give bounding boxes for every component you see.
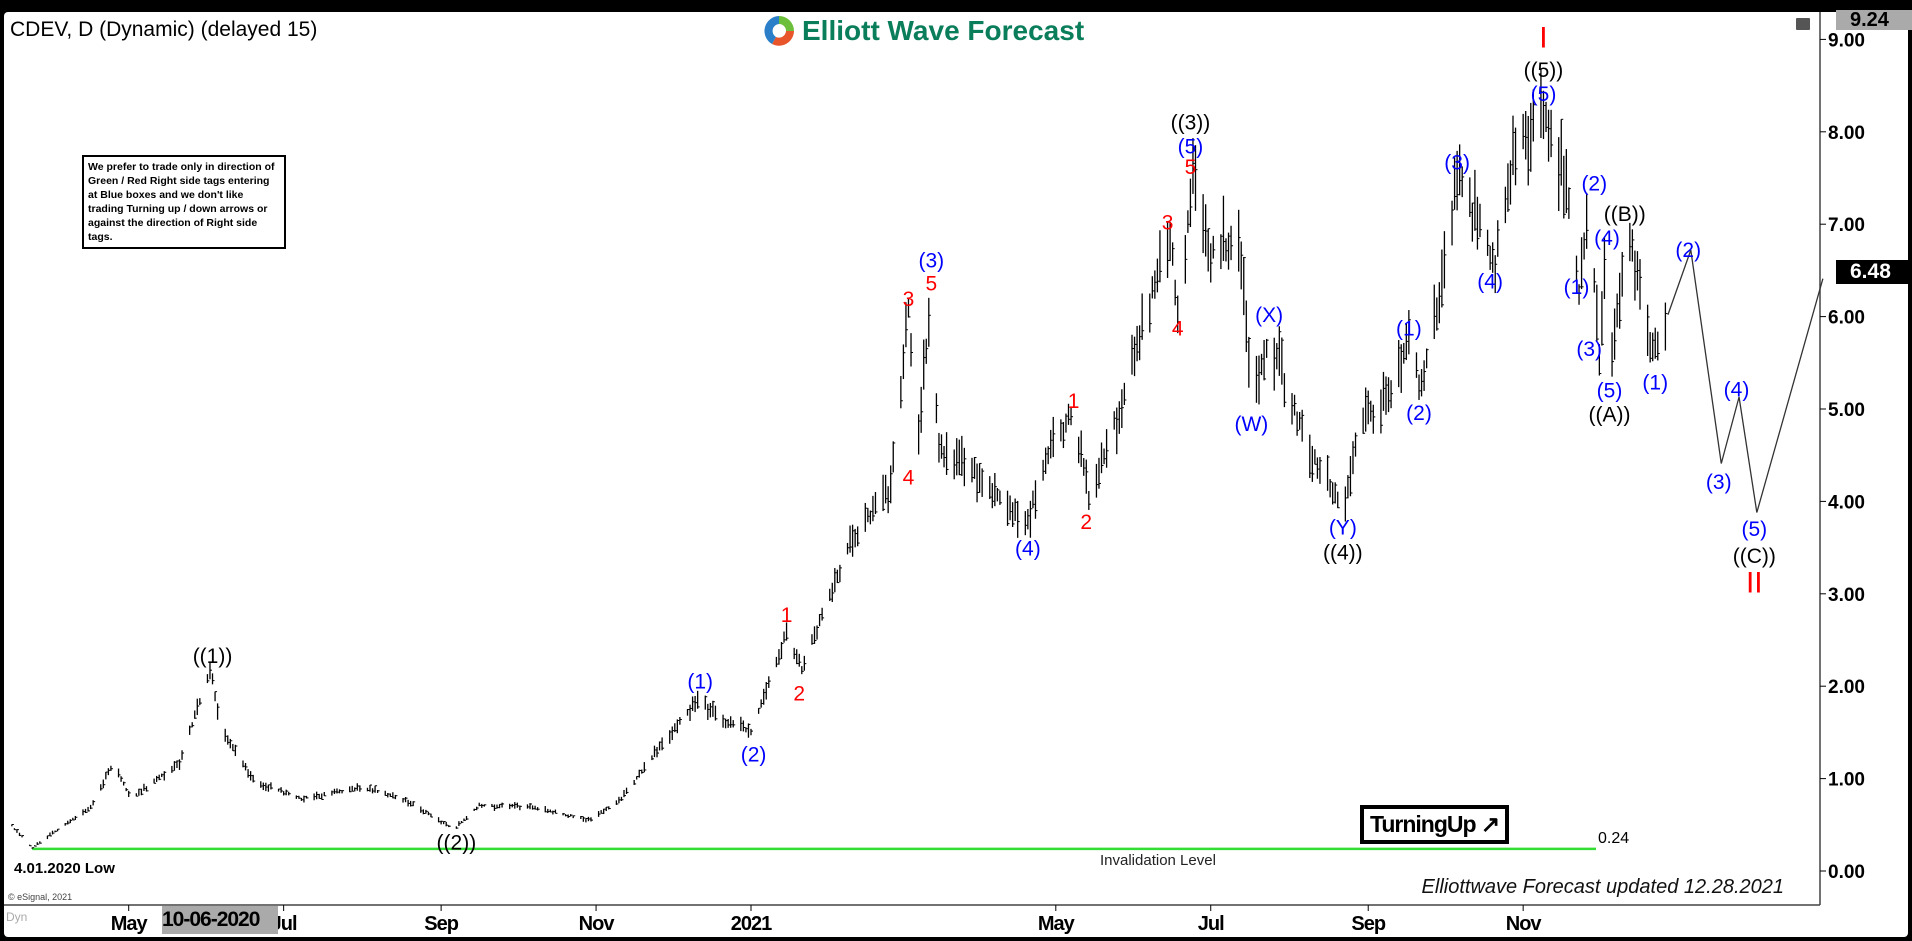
wave-label: 1 xyxy=(781,604,793,627)
wave-label: (1) xyxy=(1642,371,1668,394)
y-tick-label: 8.00 xyxy=(1828,123,1865,144)
wave-label: (5) xyxy=(1741,518,1767,541)
wave-label: (4) xyxy=(1724,379,1750,402)
wave-label: (2) xyxy=(1581,173,1607,196)
x-tick-label: May xyxy=(111,913,149,935)
wave-label: I xyxy=(1539,21,1547,54)
chart-title: CDEV, D (Dynamic) (delayed 15) xyxy=(10,18,318,41)
logo-swirl-icon xyxy=(764,16,794,46)
projection-path xyxy=(1667,249,1824,513)
wave-label: (3) xyxy=(1706,471,1732,494)
dyn-label[interactable]: Dyn xyxy=(6,910,28,924)
x-tick-label: May xyxy=(1038,913,1076,935)
wave-label: (2) xyxy=(1406,402,1432,425)
wave-label: (1) xyxy=(1564,276,1590,299)
invalidation-value: 0.24 xyxy=(1598,830,1629,847)
wave-label: (3) xyxy=(919,249,945,272)
restore-window-icon[interactable] xyxy=(1796,18,1810,30)
wave-label: (5) xyxy=(1531,83,1557,106)
wave-label: ((B)) xyxy=(1604,203,1646,226)
wave-label: (5) xyxy=(1178,136,1204,159)
wave-label: (1) xyxy=(1396,318,1422,341)
wave-label: (2) xyxy=(741,744,767,767)
y-tick-label: 1.00 xyxy=(1828,770,1865,791)
brand-name: Elliott Wave Forecast xyxy=(802,15,1085,46)
y-tick-label: 6.00 xyxy=(1828,308,1865,329)
x-tick-label: Sep xyxy=(1351,913,1385,935)
trading-note: We prefer to trade only in direction of … xyxy=(82,155,286,249)
wave-label: ((4)) xyxy=(1323,541,1363,564)
wave-label: (2) xyxy=(1675,239,1701,262)
x-tick-label: Jul xyxy=(1198,913,1224,935)
x-tick-label: 2021 xyxy=(731,913,772,935)
wave-label: ((5)) xyxy=(1524,59,1564,82)
wave-label: (Y) xyxy=(1329,516,1357,539)
turning-up-badge: TurningUp ↗ xyxy=(1360,805,1510,844)
wave-label: (5) xyxy=(1597,380,1623,403)
wave-label: 1 xyxy=(1068,390,1080,413)
wave-label: (W) xyxy=(1234,413,1268,436)
copyright: © eSignal, 2021 xyxy=(8,892,73,902)
invalidation-label: Invalidation Level xyxy=(1100,852,1216,869)
wave-label: (3) xyxy=(1444,151,1470,174)
wave-label: 4 xyxy=(1172,318,1184,341)
wave-label: ((3)) xyxy=(1171,112,1211,135)
wave-label: 4 xyxy=(903,466,915,489)
wave-label: 5 xyxy=(925,272,937,295)
wave-label: ((1)) xyxy=(193,645,233,668)
updated-label: Elliottwave Forecast updated 12.28.2021 xyxy=(1421,876,1784,898)
y-tick-label: 4.00 xyxy=(1828,492,1865,513)
wave-label: (1) xyxy=(687,671,713,694)
wave-label: (X) xyxy=(1255,304,1283,327)
wave-label: ((A)) xyxy=(1589,404,1631,427)
wave-label: 3 xyxy=(903,288,915,311)
y-tick-label: 3.00 xyxy=(1828,585,1865,606)
x-tick-label: Sep xyxy=(424,913,458,935)
last-price-tag: 6.48 xyxy=(1836,260,1912,284)
wave-label: ((2)) xyxy=(437,831,477,854)
wave-label: (4) xyxy=(1477,271,1503,294)
wave-label: 2 xyxy=(793,683,805,706)
y-tick-label: 7.00 xyxy=(1828,215,1865,236)
low-label: 4.01.2020 Low xyxy=(14,860,115,877)
wave-label: (4) xyxy=(1594,227,1620,250)
wave-label: (3) xyxy=(1576,338,1602,361)
y-tick-label: 9.00 xyxy=(1828,30,1865,51)
high-price-tag: 9.24 xyxy=(1836,10,1912,30)
x-tick-label: Nov xyxy=(579,913,616,935)
brand-logo: Elliott Wave Forecast xyxy=(762,14,1084,48)
wave-label: II xyxy=(1746,567,1763,600)
y-tick-label: 5.00 xyxy=(1828,400,1865,421)
chart-window xyxy=(4,12,1908,937)
wave-label: 5 xyxy=(1185,156,1197,179)
y-tick-label: 0.00 xyxy=(1828,862,1865,883)
wave-label: 2 xyxy=(1080,511,1092,534)
wave-label: 3 xyxy=(1162,211,1174,234)
y-tick-label: 2.00 xyxy=(1828,677,1865,698)
wave-label: ((C)) xyxy=(1733,545,1776,568)
wave-label: (4) xyxy=(1015,538,1041,561)
x-tick-label: Nov xyxy=(1506,913,1543,935)
cursor-date: 10-06-2020 xyxy=(162,906,278,934)
